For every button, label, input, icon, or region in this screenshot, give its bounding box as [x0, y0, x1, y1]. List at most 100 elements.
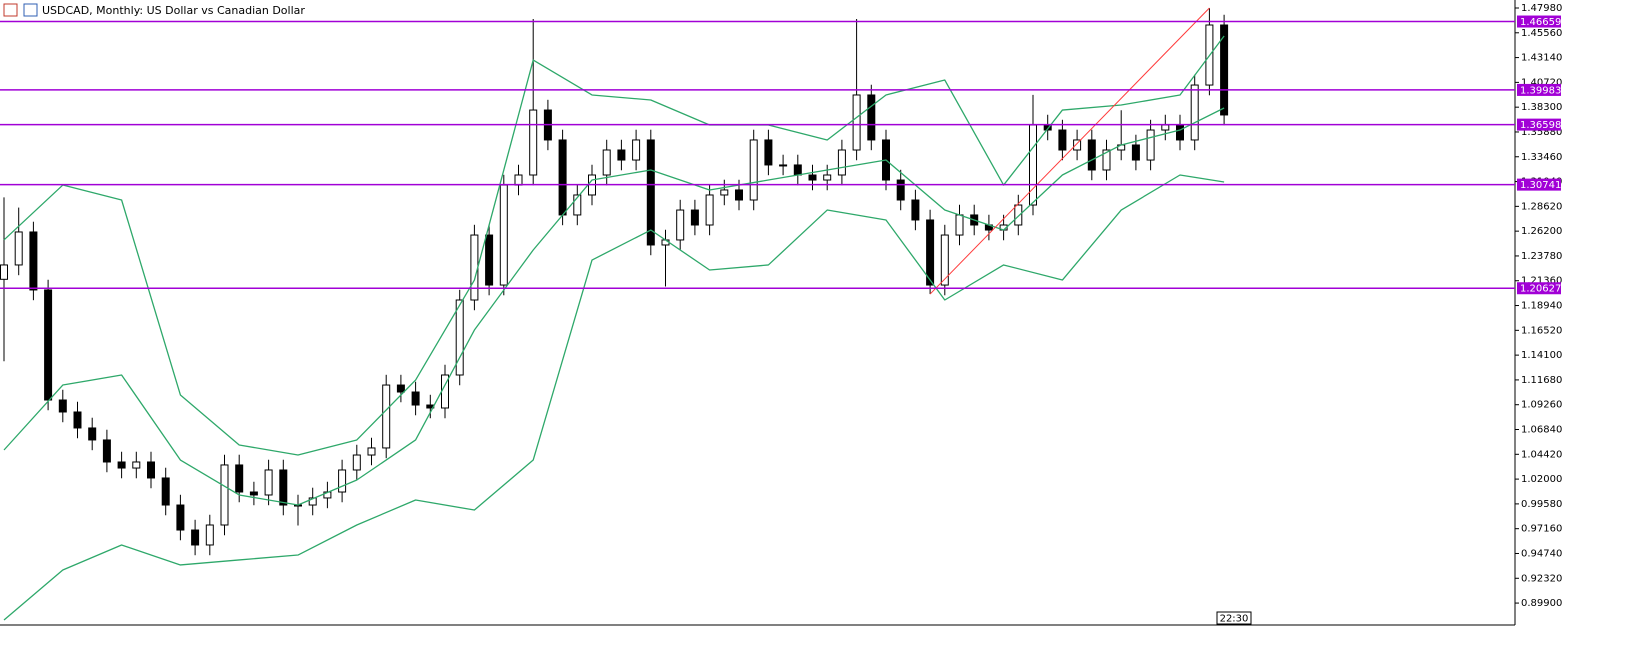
candle-body [205, 524, 214, 546]
candle-body [896, 179, 905, 201]
candle-body [867, 94, 876, 141]
candle-body [191, 529, 200, 546]
candle-body [558, 139, 567, 216]
trendline [929, 7, 1210, 295]
candle-body [279, 469, 288, 506]
candle-body [823, 174, 832, 181]
candle-body [382, 384, 391, 449]
candle-body [1176, 124, 1184, 141]
level-label: 1.39983 [1520, 85, 1561, 96]
icon [3, 3, 18, 17]
chart-title: USDCAD, Monthly: US Dollar vs Canadian D… [42, 4, 305, 17]
candle-body [514, 174, 523, 186]
candle-body [147, 461, 155, 479]
y-tick-label: 1.21360 [1521, 276, 1562, 287]
candle-body [779, 164, 788, 167]
y-tick-label: 1.40720 [1521, 77, 1562, 88]
candle-body [1014, 204, 1023, 226]
candle-body [176, 504, 185, 531]
candle-body [1161, 124, 1170, 131]
timer-box [1216, 611, 1252, 625]
y-tick-label: 1.06840 [1521, 425, 1562, 436]
candle-body [1029, 124, 1037, 206]
y-tick-label: 0.99580 [1521, 499, 1562, 510]
candle-body [14, 231, 23, 266]
icon [23, 3, 38, 17]
candle-body [485, 234, 494, 286]
candle-body [1190, 84, 1199, 141]
candle-body [411, 391, 420, 406]
level-label-box [1517, 118, 1561, 131]
candle-body [352, 454, 361, 471]
candle-body [926, 219, 935, 286]
band-upper [3, 35, 1225, 456]
y-tick-label: 1.23780 [1521, 251, 1562, 262]
y-tick-label: 1.02000 [1521, 474, 1562, 485]
level-label-box [1517, 83, 1561, 96]
candle-body [720, 189, 729, 196]
candle-body [1131, 144, 1140, 161]
candle-body [132, 461, 141, 469]
candle-body [705, 194, 714, 226]
y-tick-label: 1.43140 [1521, 53, 1562, 64]
candle-body [764, 139, 773, 166]
candle-body [470, 234, 479, 301]
candle-body [396, 384, 405, 393]
candle-body [29, 231, 38, 291]
candle-body [161, 477, 170, 506]
candle-body [602, 149, 611, 176]
level-label: 1.20627 [1520, 284, 1561, 295]
candle-body [808, 174, 817, 181]
candle-body [88, 427, 97, 441]
candle-body [793, 164, 802, 176]
candle-body [1146, 129, 1155, 161]
y-tick-label: 1.38300 [1521, 102, 1562, 113]
candle-body [0, 264, 8, 280]
y-tick-label: 0.92320 [1521, 573, 1562, 584]
candle-body [1058, 129, 1067, 151]
level-label-box [1517, 178, 1561, 191]
candle-body [1073, 139, 1082, 151]
band-middle [3, 107, 1225, 506]
candle-body [264, 469, 273, 496]
level-label: 1.46659 [1520, 17, 1561, 28]
y-tick-label: 1.47980 [1521, 3, 1562, 14]
candle-body [499, 184, 508, 286]
y-tick-label: 1.18940 [1521, 301, 1562, 312]
y-tick-label: 1.09260 [1521, 400, 1562, 411]
candle-body [911, 199, 920, 221]
timer: 22:30 [1220, 614, 1249, 625]
candle-body [235, 464, 244, 493]
candle-body [1087, 139, 1096, 171]
y-tick-label: 1.04420 [1521, 449, 1562, 460]
candle-body [455, 299, 464, 376]
band-lower [3, 174, 1225, 621]
level-label: 1.36598 [1520, 120, 1561, 131]
y-tick-label: 1.33460 [1521, 152, 1562, 163]
candle-body [690, 209, 699, 226]
y-tick-label: 1.26200 [1521, 226, 1562, 237]
candle-body [308, 497, 317, 506]
candle-body [1220, 24, 1229, 116]
level-label: 1.30741 [1520, 180, 1561, 191]
candle-body [529, 109, 538, 176]
candle-body [837, 149, 846, 176]
y-tick-label: 0.94740 [1521, 548, 1562, 559]
candle-body [940, 234, 949, 286]
candle-body [117, 461, 126, 469]
candle-body [58, 399, 67, 413]
candle-body [735, 189, 743, 201]
candle-body [676, 209, 685, 241]
y-tick-label: 1.45560 [1521, 28, 1562, 39]
candle-body [617, 149, 626, 161]
level-label-box [1517, 282, 1561, 295]
y-tick-label: 1.35880 [1521, 127, 1562, 138]
candle-body [338, 469, 347, 493]
y-tick-label: 0.97160 [1521, 524, 1562, 535]
candle-body [367, 447, 376, 456]
candle-body [955, 214, 964, 236]
candle-body [852, 94, 861, 151]
y-tick-label: 1.16520 [1521, 325, 1562, 336]
